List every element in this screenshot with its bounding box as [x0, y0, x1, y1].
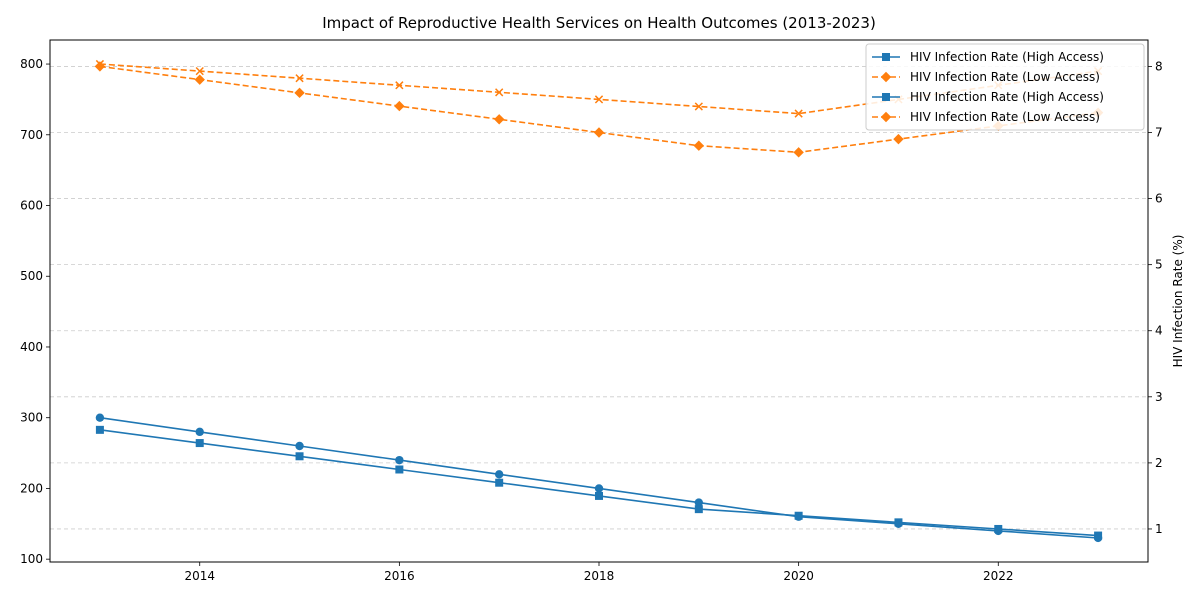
data-point [194, 74, 205, 85]
y-left-tick-label: 200 [20, 481, 43, 495]
x-tick-label: 2018 [584, 569, 615, 583]
y-right-tick-label: 6 [1155, 192, 1163, 206]
data-point [693, 140, 705, 151]
y-right-tick-label: 2 [1155, 456, 1163, 470]
data-point [395, 81, 404, 90]
x-tick-label: 2020 [783, 569, 814, 583]
data-point [295, 74, 304, 83]
data-point [395, 465, 404, 474]
data-point [694, 505, 703, 514]
data-point [594, 95, 604, 104]
legend-label: HIV Infection Rate (High Access) [910, 50, 1104, 64]
data-point [495, 88, 504, 97]
data-point [794, 511, 803, 520]
y-left-tick-label: 300 [20, 411, 43, 425]
data-point [395, 455, 404, 465]
data-point [495, 478, 504, 487]
data-point [493, 114, 505, 125]
data-point [394, 100, 405, 112]
y-right-tick-label: 1 [1155, 522, 1163, 536]
legend-marker [882, 53, 890, 61]
y-right-tick-label: 7 [1155, 126, 1163, 140]
data-point [994, 524, 1003, 533]
y-axis-right-title: HIV Infection Rate (%) [1171, 235, 1185, 368]
data-point [593, 127, 605, 138]
y-left-tick-label: 700 [20, 128, 43, 142]
legend-entry: HIV Infection Rate (High Access) [872, 50, 1104, 64]
grid [50, 66, 1148, 530]
data-point [295, 441, 304, 451]
data-point [893, 133, 904, 145]
data-point [1094, 531, 1103, 540]
data-point [595, 491, 603, 500]
y-left-tick-label: 400 [20, 340, 43, 354]
data-point [195, 427, 204, 437]
legend-label: HIV Infection Rate (Low Access) [910, 110, 1100, 124]
legend-marker [880, 111, 892, 123]
data-point [894, 518, 903, 527]
data-point [94, 61, 106, 72]
x-tick-label: 2014 [184, 569, 215, 583]
legend-box [865, 43, 1145, 131]
data-point [195, 439, 204, 448]
legend: HIV Infection Rate (High Access) HIV Infe… [865, 43, 1145, 131]
data-point [195, 66, 204, 76]
y-left-tick-label: 500 [20, 269, 43, 283]
series-3 [94, 61, 1104, 158]
data-point [494, 470, 504, 479]
y-right-tick-label: 5 [1155, 258, 1163, 272]
y-left-tick-label: 100 [20, 552, 43, 566]
legend-entry: HIV Infection Rate (Low Access) [872, 70, 1100, 84]
y-right-tick-label: 4 [1155, 324, 1163, 338]
legend-entry: HIV Infection Rate (High Access) [872, 90, 1104, 104]
series-line [99, 65, 1099, 154]
data-point [794, 109, 803, 118]
data-point [95, 425, 104, 434]
y-axis-left: 100 200 300 400 500 600 700 800 [20, 57, 50, 566]
y-left-tick-label: 800 [20, 57, 43, 71]
data-point [294, 87, 305, 99]
legend-label: HIV Infection Rate (High Access) [910, 90, 1104, 104]
data-point [95, 413, 105, 422]
legend-marker [880, 71, 892, 83]
legend-label: HIV Infection Rate (Low Access) [910, 70, 1100, 84]
x-axis: 2014 2016 2018 2020 2022 [184, 562, 1014, 583]
legend-entry: HIV Infection Rate (Low Access) [872, 110, 1100, 124]
data-point [295, 452, 304, 461]
x-tick-label: 2016 [384, 569, 415, 583]
series-layer [94, 59, 1104, 543]
data-point [594, 484, 604, 493]
y-right-tick-label: 3 [1155, 390, 1163, 404]
data-point [694, 102, 703, 111]
legend-marker [882, 93, 890, 101]
y-right-tick-label: 8 [1155, 59, 1163, 73]
chart-title: Impact of Reproductive Health Services o… [322, 14, 876, 32]
y-axis-right: 1 2 3 4 5 6 7 8 [1148, 59, 1163, 536]
series-2 [95, 425, 1103, 540]
y-left-tick-label: 600 [20, 199, 43, 213]
data-point [694, 498, 704, 507]
data-point [793, 147, 804, 158]
x-tick-label: 2022 [983, 569, 1014, 583]
